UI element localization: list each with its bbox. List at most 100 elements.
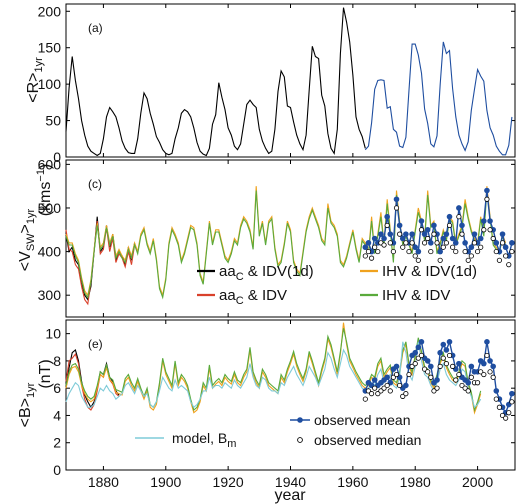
y-axis-label-part: >: [17, 224, 34, 233]
median-point: [484, 352, 490, 359]
median-point: [387, 388, 393, 394]
median-point: [403, 391, 409, 397]
y-tick-label: 200: [38, 3, 62, 19]
legend-label-main: aa: [219, 263, 236, 280]
mean-point: [424, 358, 431, 364]
median-point: [425, 369, 431, 375]
y-axis-label-part: 1yr: [25, 208, 37, 224]
mean-point: [384, 374, 390, 381]
median-point: [471, 240, 478, 246]
legend-label-sub: C: [236, 271, 244, 283]
x-tick-label: 1880: [88, 474, 119, 490]
mean-point: [443, 231, 450, 237]
mean-point: [493, 240, 500, 246]
mean-point: [449, 235, 456, 242]
median-point: [481, 227, 487, 233]
mean-point: [371, 377, 378, 383]
median-point: [506, 410, 512, 416]
mean-point: [437, 248, 443, 255]
y-tick-label: 6: [53, 380, 61, 396]
median-point: [440, 355, 446, 361]
y-tick-label: 100: [38, 76, 62, 92]
median-point: [456, 214, 462, 220]
mean-point: [465, 379, 472, 386]
mean-point: [487, 358, 493, 364]
y-tick-label: 300: [38, 287, 62, 303]
y-axis-label-part: 1yr: [25, 382, 37, 398]
y-tick-label: 2: [53, 435, 61, 451]
mean-point: [384, 213, 390, 220]
legend-label: aaC & IDV: [219, 287, 287, 307]
mean-point: [393, 196, 400, 203]
panel-label: (e): [88, 337, 103, 351]
median-point: [418, 227, 425, 233]
median-point: [381, 242, 387, 248]
median-point: [468, 374, 474, 380]
model-bm-line: [65, 341, 482, 409]
y-axis-label: <R>1yr: [25, 57, 45, 103]
median-point: [493, 248, 499, 255]
mean-point: [399, 235, 406, 242]
mean-point: [468, 244, 475, 251]
median-point: [465, 257, 471, 263]
mean-point: [452, 240, 459, 246]
mean-point: [412, 349, 419, 356]
median-point: [425, 235, 431, 242]
mean-point: [393, 363, 400, 370]
mean-point: [509, 240, 515, 246]
mean-point: [431, 222, 437, 229]
mean-point: [428, 363, 434, 370]
median-point: [409, 240, 415, 246]
median-point: [397, 382, 403, 389]
aac-idv-line: [65, 221, 136, 306]
x-tick-label: 1920: [213, 474, 244, 490]
median-point: [487, 227, 493, 233]
y-tick-label: 0: [53, 462, 61, 478]
legend-label: IHV & IDV(1d): [382, 263, 477, 280]
median-point: [406, 371, 412, 378]
legend-label-main: aa: [219, 287, 236, 304]
observed-line: [364, 41, 513, 156]
mean-point: [468, 363, 475, 370]
legend-label-main: model, B: [172, 430, 227, 446]
legend-label-rest: & IDV(1d): [244, 263, 314, 280]
mean-point: [418, 339, 425, 345]
median-point: [415, 257, 421, 263]
median-point: [459, 231, 465, 237]
mean-point: [456, 205, 462, 211]
median-point: [443, 240, 450, 246]
mean-point: [481, 360, 487, 367]
median-point: [434, 385, 440, 391]
y-axis-label-part: <R>: [25, 73, 42, 103]
legend-label: aaC & IDV(1d): [219, 263, 314, 283]
median-point: [431, 231, 437, 237]
y-axis-label-part: (kms: [37, 182, 54, 217]
median-point: [496, 404, 503, 410]
median-point: [481, 371, 487, 378]
y-tick-label: 0: [53, 149, 61, 165]
y-tick-label: 4: [53, 407, 61, 423]
median-point: [509, 248, 515, 255]
median-point: [503, 415, 509, 421]
median-point: [362, 396, 368, 402]
mean-point: [440, 235, 447, 242]
y-axis-label-part: SW: [25, 233, 37, 251]
median-point: [384, 382, 390, 389]
median-point: [368, 391, 375, 397]
x-tick-label: 1960: [337, 474, 368, 490]
x-tick-label: 1900: [150, 474, 181, 490]
median-point: [450, 363, 456, 369]
mean-point: [421, 231, 428, 237]
mean-point: [434, 377, 440, 383]
median-point: [453, 377, 459, 383]
median-point: [478, 244, 484, 250]
median-point: [493, 396, 499, 402]
mean-point: [424, 226, 431, 233]
mean-point: [487, 218, 493, 224]
y-tick-label: 500: [38, 200, 62, 216]
median-point: [484, 196, 490, 202]
median-point: [443, 361, 450, 367]
mean-point: [415, 344, 422, 351]
median-point: [421, 240, 428, 246]
median-point: [499, 240, 506, 246]
